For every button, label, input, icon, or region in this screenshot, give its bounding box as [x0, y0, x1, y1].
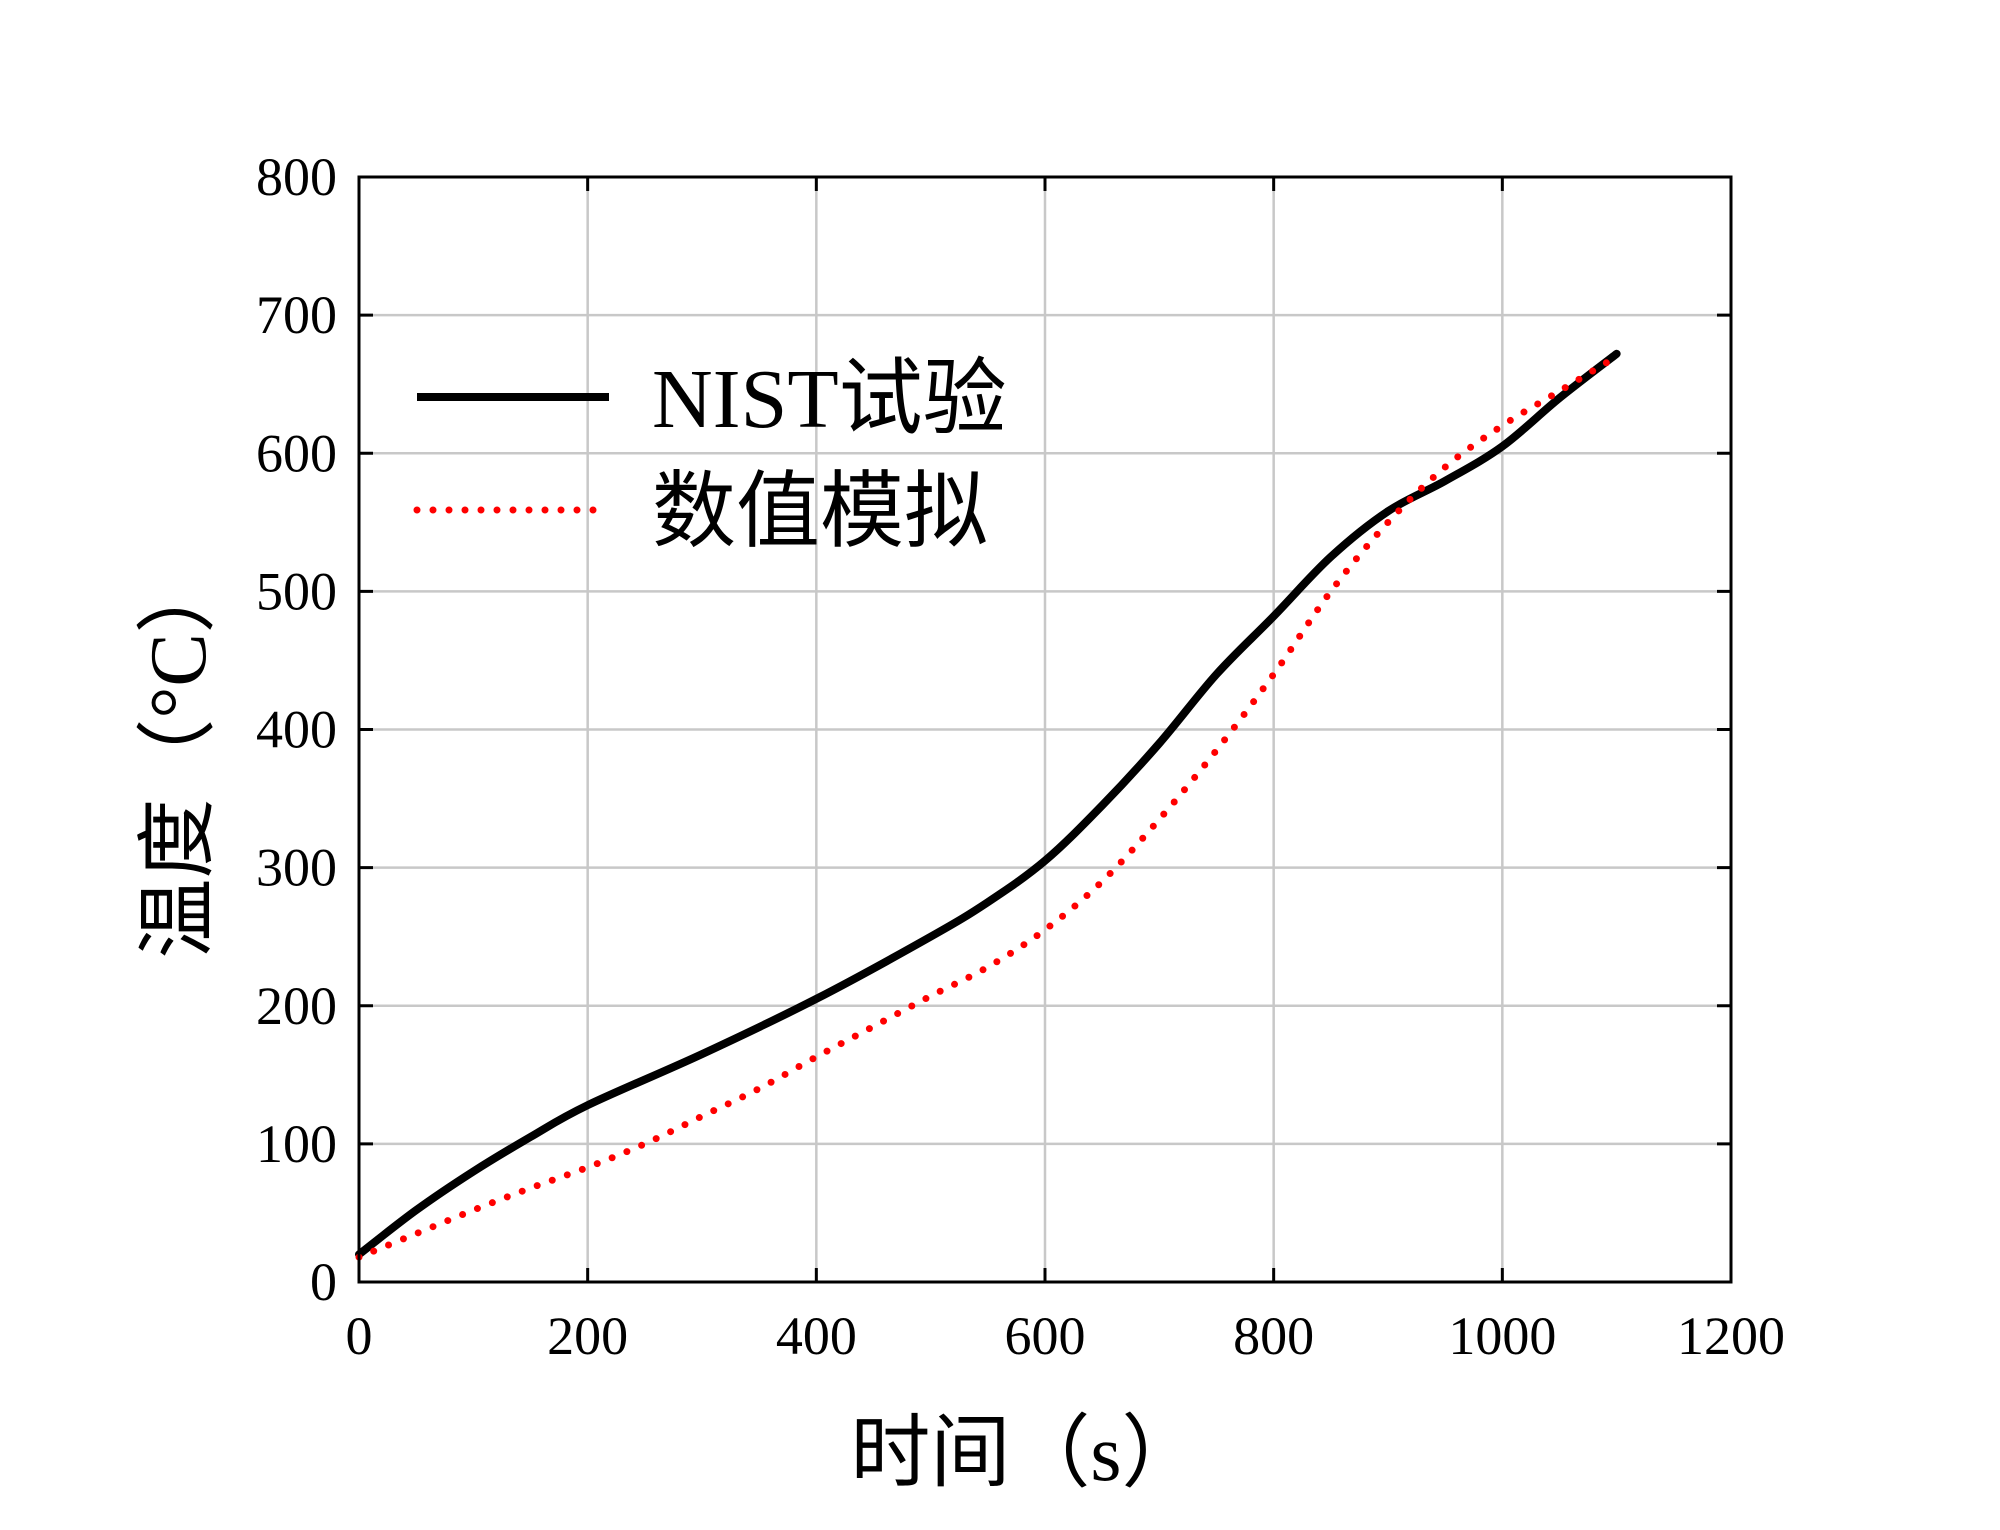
y-tick-label: 600	[256, 423, 337, 483]
y-axis-label: 温度（°C）	[135, 553, 223, 958]
x-tick-label: 1000	[1448, 1306, 1556, 1366]
y-tick-label: 800	[256, 147, 337, 207]
y-tick-label: 700	[256, 285, 337, 345]
x-tick-label: 600	[1005, 1306, 1086, 1366]
y-tick-label: 400	[256, 700, 337, 760]
y-tick-label: 500	[256, 561, 337, 621]
series-line-1	[355, 353, 1621, 1261]
x-tick-label: 800	[1233, 1306, 1314, 1366]
legend-label-simulation: 数值模拟	[652, 466, 988, 559]
x-tick-label: 400	[776, 1306, 857, 1366]
y-tick-label: 200	[256, 976, 337, 1036]
x-axis-label: 时间（s）	[850, 1410, 1201, 1498]
y-tick-label: 0	[310, 1252, 337, 1312]
y-tick-label: 300	[256, 838, 337, 898]
x-tick-label: 1200	[1677, 1306, 1785, 1366]
legend-label-nist: NIST试验	[652, 353, 1007, 446]
x-tick-label: 0	[346, 1306, 373, 1366]
ticks: 0 200 400 600 800 1000 1200 0 100 200 300 400 500 600…	[256, 147, 1785, 1366]
series-line-0	[355, 349, 1621, 1259]
y-tick-label: 100	[256, 1114, 337, 1174]
x-tick-label: 200	[547, 1306, 628, 1366]
legend: NIST试验 数值模拟	[413, 353, 1007, 559]
series-group	[355, 349, 1621, 1261]
grid	[357, 175, 1733, 1284]
